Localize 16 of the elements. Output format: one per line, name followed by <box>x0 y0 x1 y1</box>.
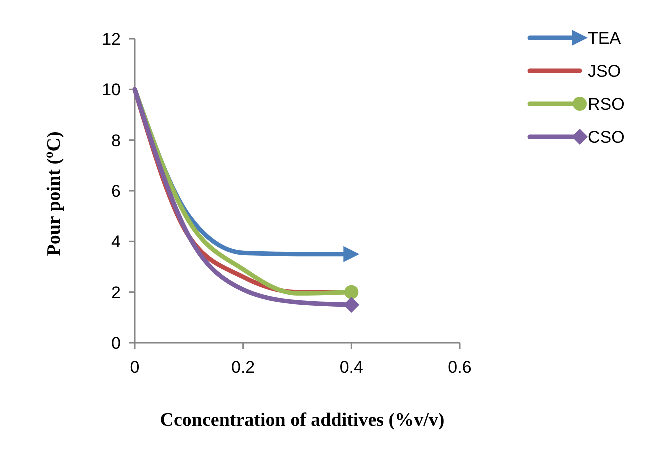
legend-label: RSO <box>588 94 625 114</box>
legend-label: TEA <box>588 28 622 48</box>
y-tick-label: 12 <box>102 30 121 49</box>
y-tick-label: 6 <box>112 182 121 201</box>
y-tick-label: 10 <box>102 80 121 100</box>
y-tick-label: 4 <box>112 232 121 252</box>
legend-label: JSO <box>588 62 622 81</box>
legend-label: CSO <box>588 128 625 147</box>
x-tick-label: 0.6 <box>448 358 472 377</box>
y-tick-label: 8 <box>112 131 121 150</box>
x-tick-label: 0.2 <box>232 358 256 377</box>
y-tick-label: 2 <box>112 283 121 302</box>
x-tick-label: 0.4 <box>340 358 364 377</box>
x-tick-label: 0 <box>130 358 140 377</box>
y-tick-label: 0 <box>112 334 121 353</box>
x-axis-title: Cconcentration of additives (%v/v) <box>160 410 445 431</box>
